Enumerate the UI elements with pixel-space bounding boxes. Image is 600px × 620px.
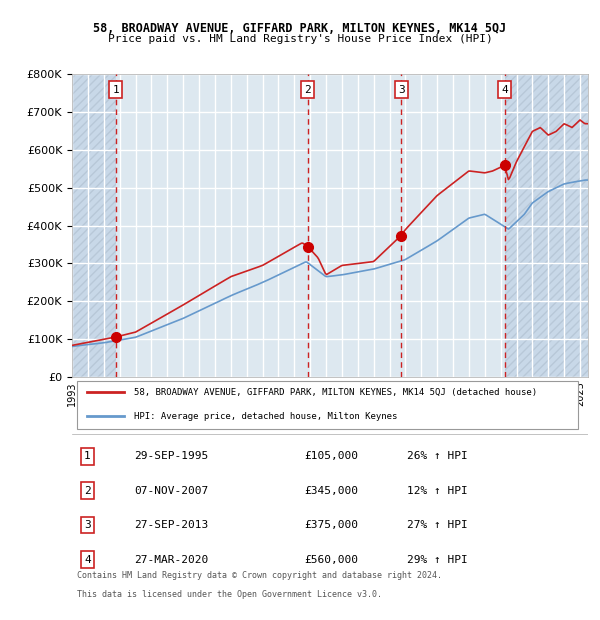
Text: 2: 2 [304, 84, 311, 94]
Bar [505, 74, 588, 377]
Text: 12% ↑ HPI: 12% ↑ HPI [407, 486, 468, 496]
Text: 29-SEP-1995: 29-SEP-1995 [134, 451, 208, 461]
Text: 3: 3 [398, 84, 405, 94]
Text: 1: 1 [112, 84, 119, 94]
Text: 07-NOV-2007: 07-NOV-2007 [134, 486, 208, 496]
Text: 58, BROADWAY AVENUE, GIFFARD PARK, MILTON KEYNES, MK14 5QJ (detached house): 58, BROADWAY AVENUE, GIFFARD PARK, MILTO… [134, 388, 537, 397]
Text: 4: 4 [84, 554, 91, 564]
Text: £375,000: £375,000 [304, 520, 358, 530]
FancyBboxPatch shape [77, 381, 578, 429]
Text: 27-MAR-2020: 27-MAR-2020 [134, 554, 208, 564]
Text: £345,000: £345,000 [304, 486, 358, 496]
Text: 3: 3 [84, 520, 91, 530]
Text: 2: 2 [84, 486, 91, 496]
Text: 27% ↑ HPI: 27% ↑ HPI [407, 520, 468, 530]
Text: 26% ↑ HPI: 26% ↑ HPI [407, 451, 468, 461]
Text: 1: 1 [84, 451, 91, 461]
Text: £105,000: £105,000 [304, 451, 358, 461]
Text: 29% ↑ HPI: 29% ↑ HPI [407, 554, 468, 564]
Text: 4: 4 [501, 84, 508, 94]
Bar [72, 74, 116, 377]
Text: 58, BROADWAY AVENUE, GIFFARD PARK, MILTON KEYNES, MK14 5QJ: 58, BROADWAY AVENUE, GIFFARD PARK, MILTO… [94, 22, 506, 35]
Text: This data is licensed under the Open Government Licence v3.0.: This data is licensed under the Open Gov… [77, 590, 382, 600]
Text: Price paid vs. HM Land Registry's House Price Index (HPI): Price paid vs. HM Land Registry's House … [107, 34, 493, 44]
Text: Contains HM Land Registry data © Crown copyright and database right 2024.: Contains HM Land Registry data © Crown c… [77, 571, 442, 580]
Text: 27-SEP-2013: 27-SEP-2013 [134, 520, 208, 530]
Text: HPI: Average price, detached house, Milton Keynes: HPI: Average price, detached house, Milt… [134, 412, 397, 421]
Text: £560,000: £560,000 [304, 554, 358, 564]
